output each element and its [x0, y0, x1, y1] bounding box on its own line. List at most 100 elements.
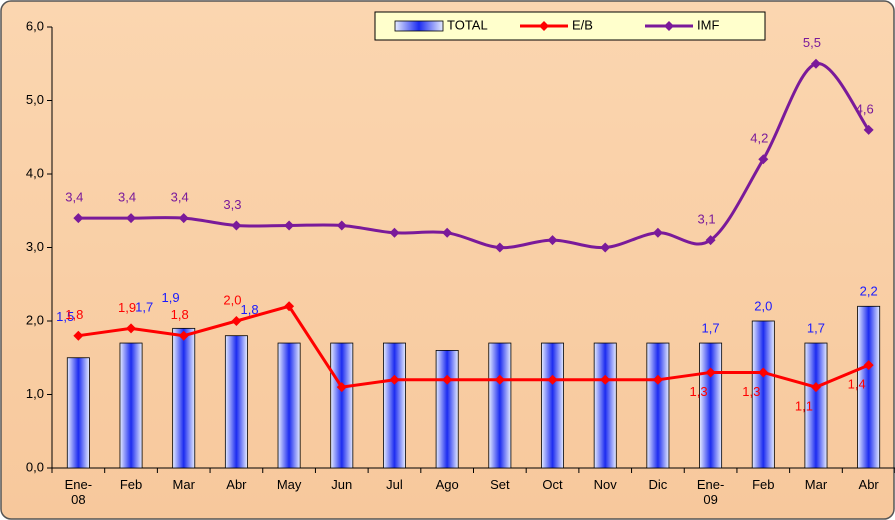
x-tick-label: Abr [226, 477, 247, 492]
bar [119, 342, 143, 469]
y-tick-label: 2,0 [26, 312, 44, 327]
data-label: 1,8 [241, 302, 259, 317]
marker [547, 374, 558, 385]
legend-label: TOTAL [447, 17, 488, 32]
data-label: 2,0 [754, 298, 772, 313]
marker [494, 374, 505, 385]
data-label: 1,3 [742, 384, 760, 399]
x-tick-label: May [276, 477, 302, 492]
marker [705, 367, 716, 378]
bar [224, 335, 248, 469]
marker [178, 213, 189, 224]
marker [389, 227, 400, 238]
bar [383, 342, 406, 469]
data-label: 1,4 [848, 377, 866, 392]
y-tick-label: 3,0 [26, 239, 44, 254]
legend-swatch [394, 20, 444, 32]
marker [284, 220, 295, 231]
bar [541, 342, 564, 469]
x-tick-label: Feb [119, 477, 143, 492]
bar [435, 349, 459, 469]
bar [488, 342, 512, 469]
legend-label: IMF [697, 17, 719, 32]
marker [442, 374, 453, 385]
marker [810, 382, 821, 393]
y-tick-label: 0,0 [26, 459, 44, 474]
marker [494, 242, 505, 253]
data-label: 4,2 [750, 131, 768, 146]
marker [284, 301, 295, 312]
line [78, 304, 870, 389]
data-label: 1,8 [65, 307, 83, 322]
marker [705, 235, 716, 246]
marker [758, 154, 769, 165]
marker [810, 58, 821, 69]
data-label: 3,1 [698, 212, 716, 227]
data-label: 1,3 [690, 384, 708, 399]
marker [389, 374, 400, 385]
data-label: 1,9 [162, 290, 180, 305]
x-tick-label: Dic [648, 477, 668, 492]
marker [336, 220, 347, 231]
y-tick-label: 1,0 [26, 386, 44, 401]
marker [547, 235, 558, 246]
data-label: 1,7 [702, 320, 720, 335]
data-label: 1,8 [171, 307, 189, 322]
marker [126, 213, 137, 224]
x-tick-label: Mar [804, 477, 828, 492]
x-tick-label: Ene-08 [64, 477, 93, 507]
x-tick-label: Mar [172, 477, 195, 492]
bar [804, 342, 828, 469]
x-tick-label: Oct [542, 477, 563, 492]
y-tick-label: 5,0 [26, 92, 44, 107]
marker [863, 360, 874, 371]
data-label: 2,0 [223, 292, 241, 307]
bar [751, 320, 775, 469]
x-tick-label: Ago [435, 477, 459, 492]
bar [66, 357, 90, 469]
data-label: 1,5 [56, 309, 74, 324]
x-tick-label: Ene-09 [696, 477, 725, 507]
bar [646, 342, 670, 469]
legend-marker [539, 21, 549, 31]
legend-marker [664, 21, 674, 31]
data-label: 1,7 [135, 299, 153, 314]
bar [699, 342, 723, 469]
marker [73, 330, 84, 341]
x-tick-label: Abr [858, 477, 879, 492]
data-label: 3,4 [65, 190, 83, 205]
data-label: 4,6 [856, 101, 874, 116]
legend-label: E/B [572, 17, 593, 32]
bar [172, 327, 196, 469]
marker [442, 227, 453, 238]
marker [652, 374, 663, 385]
marker [758, 367, 769, 378]
marker [73, 213, 84, 224]
marker [126, 323, 137, 334]
x-tick-label: Feb [752, 477, 775, 492]
data-label: 1,9 [118, 300, 136, 315]
bar [857, 305, 881, 469]
data-label: 1,7 [807, 320, 825, 335]
y-tick-label: 6,0 [26, 18, 44, 33]
marker [231, 316, 242, 326]
marker [600, 242, 611, 253]
marker [178, 330, 189, 341]
marker [863, 124, 874, 135]
marker [600, 374, 611, 385]
data-label: 3,4 [118, 190, 136, 205]
data-label: 3,3 [223, 197, 241, 212]
y-tick-label: 4,0 [26, 165, 44, 180]
data-label: 5,5 [803, 35, 821, 50]
data-label: 3,4 [171, 190, 189, 205]
bar [277, 342, 301, 469]
bar [593, 342, 617, 469]
data-label: 2,2 [860, 284, 878, 299]
x-tick-label: Nov [593, 477, 617, 492]
x-tick-label: Jun [331, 477, 353, 492]
x-tick-label: Jul [386, 477, 403, 492]
marker [231, 220, 242, 231]
